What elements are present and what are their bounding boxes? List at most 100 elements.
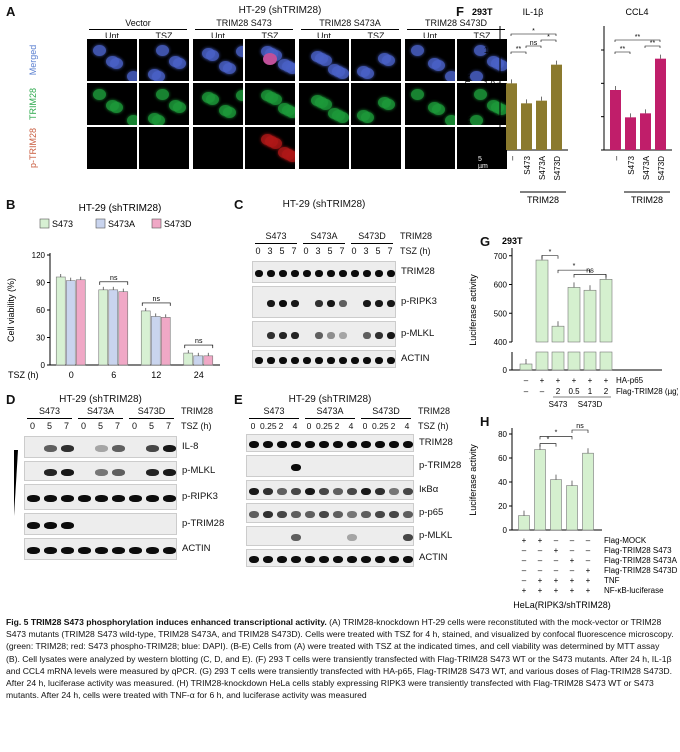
blot-band [389, 488, 399, 495]
matrix-value: + [554, 586, 559, 595]
blot-band-label: ACTIN [401, 353, 430, 364]
blot-band [277, 441, 287, 448]
y-tick-label: 80 [498, 430, 507, 439]
matrix-value: + [570, 556, 575, 565]
x-tick-label: 0 [69, 370, 74, 380]
microscopy-cell [138, 82, 190, 126]
blot-time-label: 3 [315, 246, 321, 256]
blot-band [389, 556, 399, 563]
blot-band [78, 547, 91, 554]
bar-lower [599, 351, 613, 371]
blot-band [403, 441, 413, 448]
microscopy-cell [350, 82, 402, 126]
panel-a-condition-label: Unt [422, 31, 437, 41]
bar [65, 280, 76, 366]
matrix-value: + [604, 376, 609, 385]
blot-band-label: TRIM28 [419, 437, 453, 448]
blot-band [146, 547, 159, 554]
blot-band [279, 270, 287, 277]
blot-band [61, 547, 74, 554]
panel-a-condition-label: Unt [316, 31, 331, 41]
y-tick-label: 30 [36, 334, 45, 343]
blot-time-label: 0 [250, 421, 256, 431]
blot-strip [24, 461, 177, 481]
blot-band [347, 488, 357, 495]
microscopy-cell [86, 126, 138, 170]
sig-bracket [614, 51, 631, 54]
blot-strip [252, 286, 396, 318]
blot-band [389, 441, 399, 448]
y-tick-label: 400 [494, 338, 508, 347]
bar [55, 276, 66, 366]
y-tick-label: 0 [503, 526, 508, 535]
chart-title: CCL4 [625, 7, 648, 17]
matrix-value: – [540, 387, 545, 396]
matrix-value: – [586, 536, 591, 545]
blot-strip [252, 350, 396, 368]
x-tick-label: S473D [657, 156, 666, 181]
blot-band-label: ACTIN [419, 552, 448, 563]
blot-band [279, 332, 287, 339]
sig-bracket [141, 302, 171, 306]
nucleus [311, 51, 324, 62]
blot-band [375, 511, 385, 518]
group-label: S473 [549, 400, 568, 409]
blot-band [277, 556, 287, 563]
blot-band [27, 547, 40, 554]
blot-band [347, 556, 357, 563]
nucleus [169, 56, 182, 67]
blot-band [291, 357, 299, 364]
blot-band [389, 511, 399, 518]
matrix-value: – [538, 566, 543, 575]
y-tick-label: 90 [36, 279, 45, 288]
blot-band [95, 445, 108, 452]
matrix-value: – [522, 566, 527, 575]
blot-band [319, 556, 329, 563]
bar [551, 325, 565, 343]
nucleus [411, 89, 424, 100]
bar [98, 289, 109, 366]
matrix-value: + [586, 586, 591, 595]
blot-time-label: 3 [363, 246, 369, 256]
blot-time-label: 5 [279, 246, 285, 256]
matrix-value: 0.5 [568, 387, 580, 396]
bar [582, 452, 594, 531]
sig-label: ns [153, 296, 161, 303]
y-tick-label: 1.0 [484, 79, 496, 88]
blot-strip [24, 538, 177, 560]
blot-band [95, 547, 108, 554]
blot-band [95, 469, 108, 476]
bar [160, 317, 171, 366]
blot-row-label: TRIM28 [418, 406, 451, 416]
sig-label: ns [576, 423, 584, 430]
microscopy-cell [298, 126, 350, 170]
blot-band [291, 511, 301, 518]
nucleus [148, 69, 161, 80]
blot-time-label: 5 [46, 421, 52, 431]
blot-row-label: TRIM28 [400, 231, 433, 241]
matrix-value: + [538, 576, 543, 585]
nucleus [156, 45, 169, 56]
panel-a-condition-label: TSZ [155, 31, 173, 41]
blot-time-label: 2 [390, 421, 396, 431]
blot-band [403, 556, 413, 563]
panel-a-scale-text: 5 µm [478, 156, 488, 170]
cell-line-label: 293T [502, 236, 523, 246]
blot-band-label: p-MLKL [419, 530, 453, 541]
sig-label: ns [530, 40, 538, 47]
bar [550, 479, 562, 531]
blot-group-label: S473A [86, 406, 115, 416]
sig-label: * [532, 28, 535, 35]
nucleus [93, 89, 106, 100]
blot-band [375, 441, 385, 448]
bar [640, 113, 651, 150]
blot-band [263, 441, 273, 448]
bar [506, 83, 517, 150]
matrix-value: + [570, 586, 575, 595]
bar [150, 316, 161, 366]
nucleus [156, 89, 169, 100]
bar [551, 64, 562, 150]
microscopy-cell [244, 126, 296, 170]
blot-time-label: 0 [351, 246, 357, 256]
